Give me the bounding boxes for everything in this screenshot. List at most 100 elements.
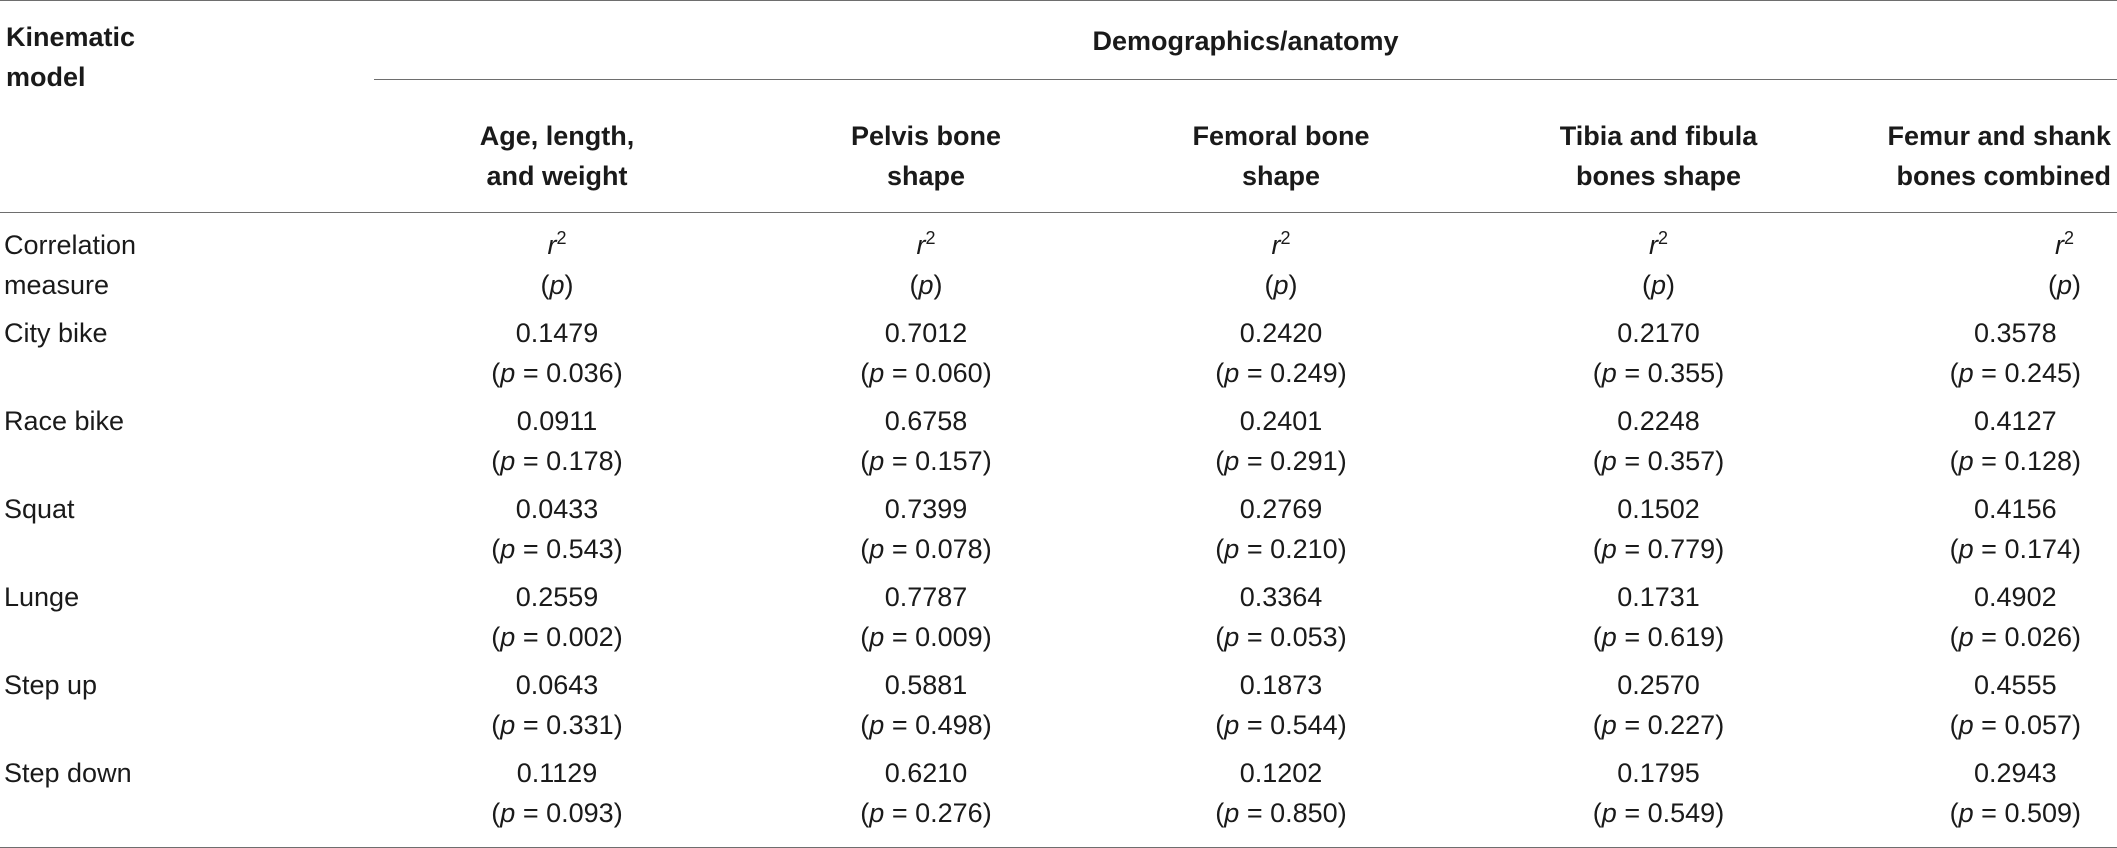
- p-close-paren: ): [564, 270, 574, 300]
- r-letter: r: [1648, 230, 1658, 260]
- p-value: (p = 0.128): [1950, 441, 2081, 481]
- r-squared-value: 0.3364: [1239, 582, 1323, 612]
- p-equals: =: [1973, 710, 2005, 740]
- p-close-paren: ): [613, 622, 623, 652]
- p-number: 0.053: [1270, 622, 1338, 652]
- p-value: (p = 0.174): [1950, 529, 2081, 569]
- p-letter: p: [1601, 358, 1617, 388]
- p-open-paren: (: [1949, 446, 1959, 476]
- p-equals: =: [1239, 446, 1271, 476]
- measure-cell-inner: r2 (p): [909, 225, 942, 305]
- group-header-label: Demographics/anatomy: [1092, 26, 1399, 56]
- measure-cell-inner: r2 (p): [1642, 225, 1675, 305]
- r-exponent: 2: [2063, 228, 2074, 248]
- value-cell-inner: 0.0643 (p = 0.331): [491, 665, 622, 745]
- value-cell: 0.7787 (p = 0.009): [754, 569, 1098, 657]
- p-letter: p: [1224, 534, 1240, 564]
- measure-cell-inner: r2 (p): [540, 225, 573, 305]
- table-body: Correlation measure r2 (p) r2 (p) r2 (p) r2 (p)…: [0, 213, 2117, 848]
- kinematic-header-line-2: model: [6, 62, 86, 92]
- p-open-paren: (: [1215, 798, 1225, 828]
- p-open-paren: (: [1215, 446, 1225, 476]
- p-open-paren: (: [1949, 710, 1959, 740]
- r-squared-value: 0.2769: [1239, 494, 1323, 524]
- r-squared-value: 0.6758: [884, 406, 968, 436]
- r-squared-symbol: r2: [1264, 225, 1297, 265]
- p-close-paren: ): [982, 798, 992, 828]
- p-equals: =: [515, 622, 547, 652]
- p-equals: =: [515, 446, 547, 476]
- r-exponent: 2: [556, 228, 567, 248]
- p-open-paren: (: [860, 358, 870, 388]
- r-squared-value: 0.1795: [1617, 758, 1700, 788]
- p-number: 0.249: [1270, 358, 1338, 388]
- p-close-paren: ): [1337, 798, 1347, 828]
- p-value: (p = 0.078): [860, 529, 991, 569]
- value-cell: 0.4555 (p = 0.057): [1853, 657, 2117, 745]
- p-equals: =: [515, 710, 547, 740]
- measure-cell: r2 (p): [360, 213, 754, 306]
- col-header-tibia: Tibia and fibula bones shape: [1464, 92, 1853, 213]
- p-open-paren: (: [1592, 534, 1602, 564]
- measure-cell: r2 (p): [754, 213, 1098, 306]
- p-letter: p: [1958, 534, 1974, 564]
- p-open-paren: (: [1215, 622, 1225, 652]
- p-value: (p = 0.779): [1593, 529, 1724, 569]
- r-squared-symbol: r2: [2048, 225, 2081, 265]
- p-letter: p: [1958, 446, 1974, 476]
- value-cell: 0.2943 (p = 0.509): [1853, 745, 2117, 848]
- p-number: 0.009: [915, 622, 983, 652]
- value-cell: 0.1795 (p = 0.549): [1464, 745, 1853, 848]
- r-squared-value: 0.5881: [884, 670, 968, 700]
- measure-cell-inner: r2 (p): [1264, 225, 1297, 305]
- measure-cell: r2 (p): [1098, 213, 1464, 306]
- p-equals: =: [1239, 710, 1271, 740]
- row-label: Step up: [4, 670, 98, 700]
- p-value: (p = 0.291): [1215, 441, 1346, 481]
- p-close-paren: ): [2072, 534, 2082, 564]
- p-value: (p = 0.850): [1215, 793, 1346, 833]
- p-equals: =: [884, 358, 916, 388]
- r-squared-value: 0.6210: [884, 758, 968, 788]
- p-number: 0.002: [546, 622, 614, 652]
- row-label: Step down: [4, 758, 132, 788]
- p-equals: =: [1239, 798, 1271, 828]
- p-value: (p = 0.355): [1593, 353, 1724, 393]
- col-header-femur-line-1: Femur and shank: [1887, 121, 2112, 151]
- p-close-paren: ): [1715, 798, 1725, 828]
- value-cell-inner: 0.2943 (p = 0.509): [1950, 753, 2081, 833]
- r-squared-value: 0.1502: [1617, 494, 1700, 524]
- value-cell-inner: 0.2248 (p = 0.357): [1593, 401, 1724, 481]
- p-open-paren: (: [860, 622, 870, 652]
- table-row: Step down 0.1129 (p = 0.093) 0.6210 (p = 0.2…: [0, 745, 2117, 848]
- r-exponent: 2: [1280, 228, 1291, 248]
- p-open-paren: (: [1592, 710, 1602, 740]
- col-header-pelvis: Pelvis bone shape: [754, 92, 1098, 213]
- table-row: City bike 0.1479 (p = 0.036) 0.7012 (p = 0.0…: [0, 305, 2117, 393]
- p-value: (p = 0.036): [491, 353, 622, 393]
- value-cell: 0.1873 (p = 0.544): [1098, 657, 1464, 745]
- value-cell: 0.1502 (p = 0.779): [1464, 481, 1853, 569]
- p-value: (p = 0.026): [1950, 617, 2081, 657]
- r-squared-symbol: r2: [1642, 225, 1675, 265]
- value-cell-inner: 0.7787 (p = 0.009): [860, 577, 991, 657]
- value-cell-inner: 0.0433 (p = 0.543): [491, 489, 622, 569]
- p-letter: p: [500, 622, 516, 652]
- r-squared-value: 0.1479: [515, 318, 599, 348]
- p-close-paren: ): [982, 446, 992, 476]
- p-letter: p: [1224, 798, 1240, 828]
- value-cell: 0.2248 (p = 0.357): [1464, 393, 1853, 481]
- p-value: (p = 0.227): [1593, 705, 1724, 745]
- value-cell: 0.4902 (p = 0.026): [1853, 569, 2117, 657]
- p-value: (p = 0.060): [860, 353, 991, 393]
- p-open-paren: (: [491, 446, 501, 476]
- value-cell-inner: 0.0911 (p = 0.178): [491, 401, 622, 481]
- p-value: (p = 0.002): [491, 617, 622, 657]
- value-cell-inner: 0.1202 (p = 0.850): [1215, 753, 1346, 833]
- p-letter: p: [500, 710, 516, 740]
- value-cell: 0.2420 (p = 0.249): [1098, 305, 1464, 393]
- r-squared-value: 0.1202: [1239, 758, 1323, 788]
- r-squared-value: 0.1129: [516, 758, 598, 788]
